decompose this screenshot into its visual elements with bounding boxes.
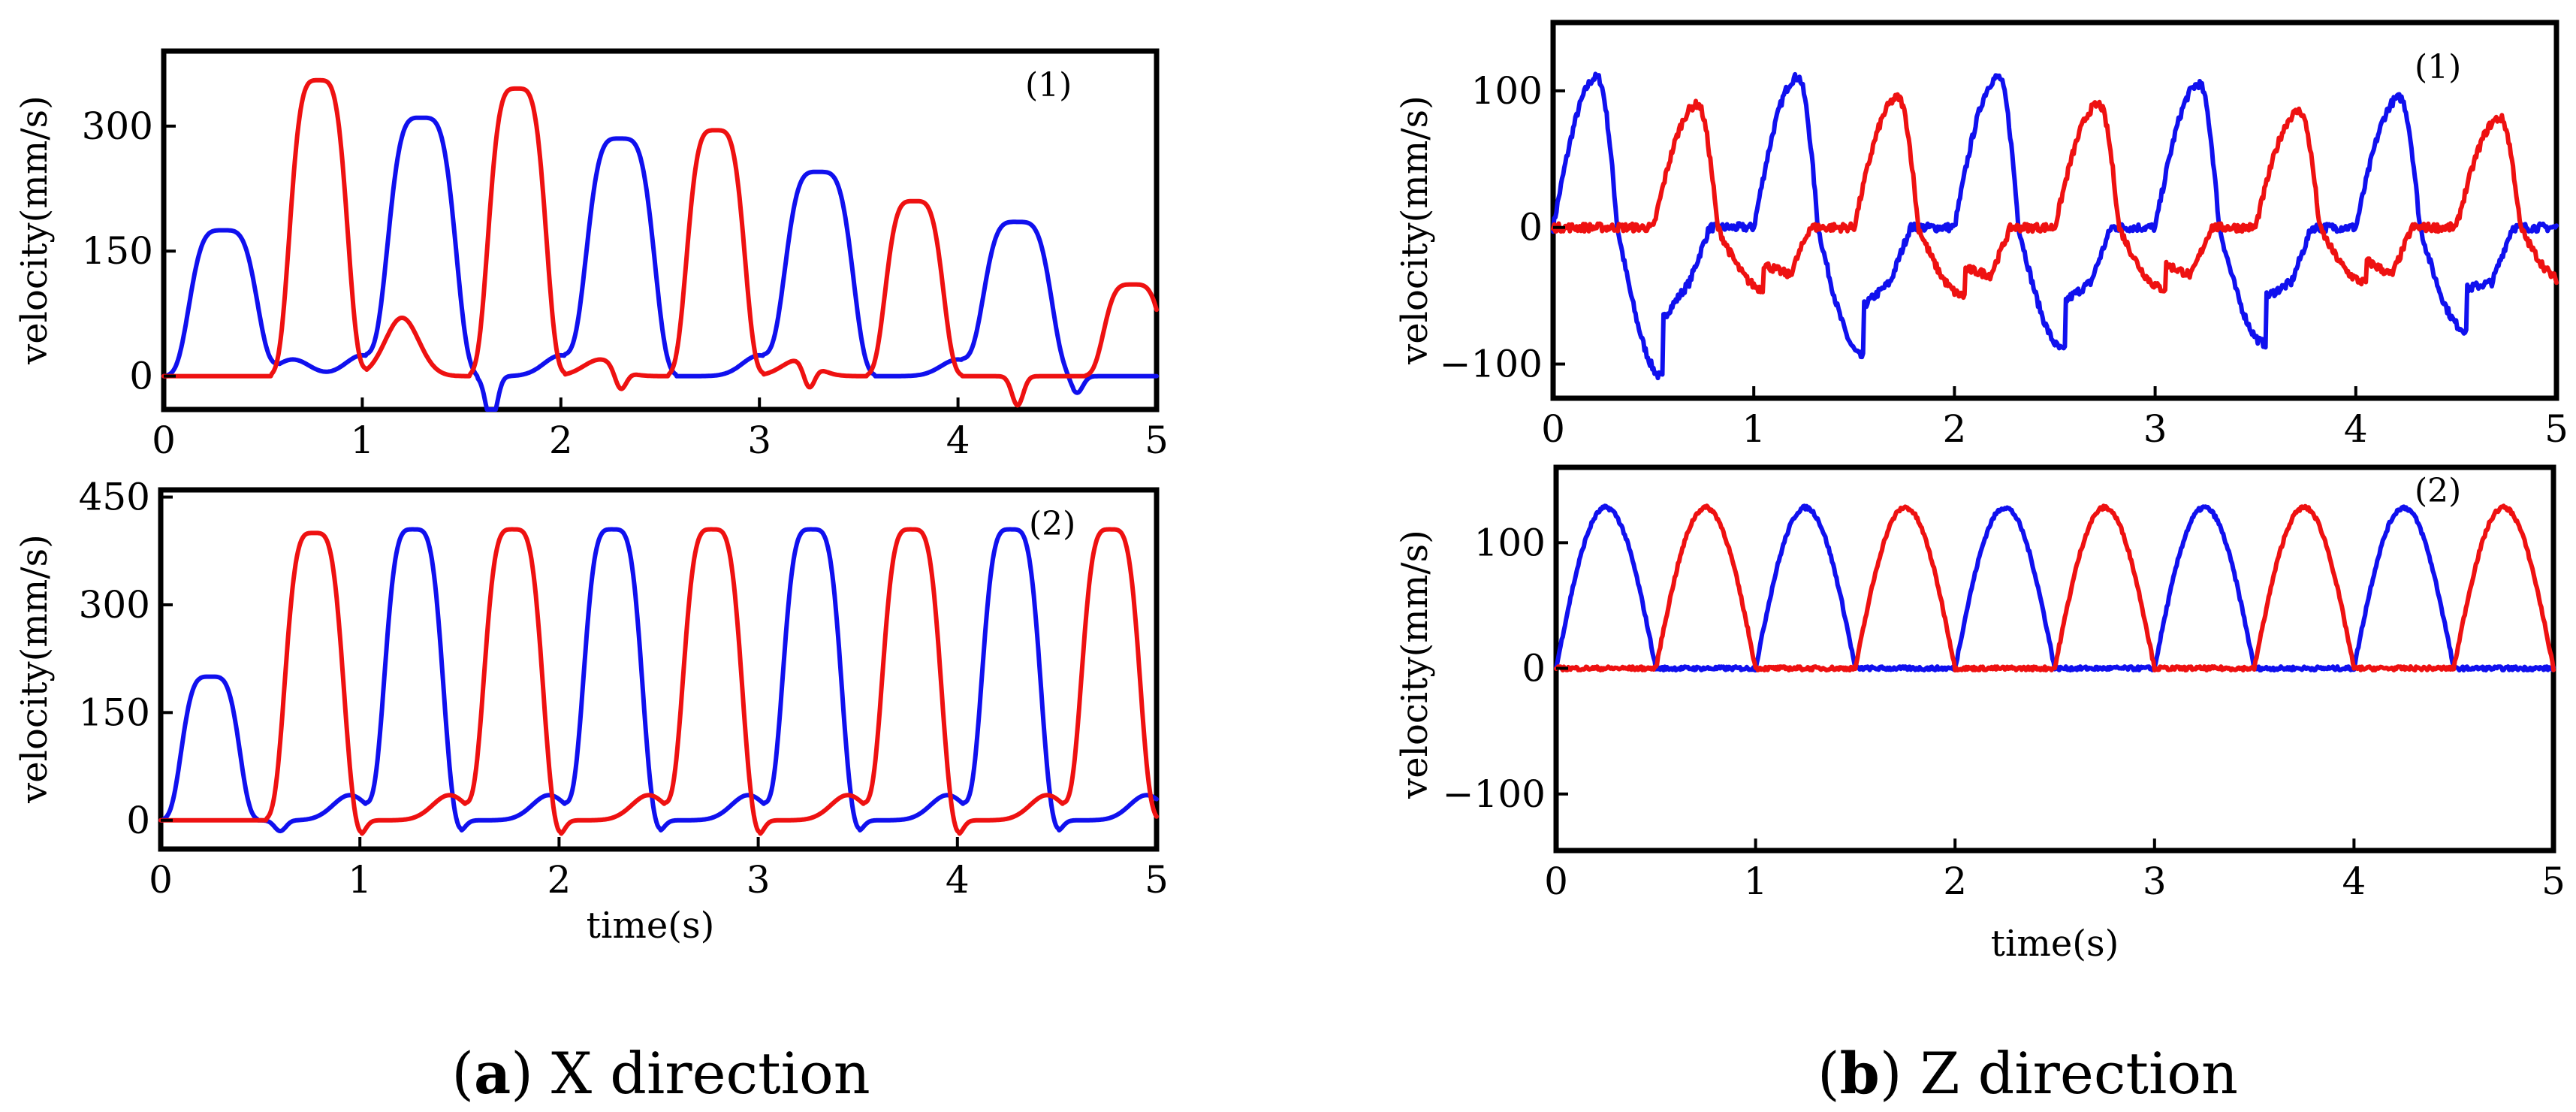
y-tick-label: −100 bbox=[1440, 343, 1543, 386]
x-tick-label: 1 bbox=[1744, 860, 1768, 903]
series-layer bbox=[158, 527, 1159, 836]
y-tick-label: −100 bbox=[1443, 772, 1546, 816]
x-tick-label: 3 bbox=[747, 858, 771, 902]
plot-frame bbox=[158, 487, 1160, 852]
series-line-red bbox=[1554, 503, 2556, 672]
x-tick-label: 1 bbox=[348, 858, 372, 902]
series-line-blue bbox=[158, 527, 1159, 834]
x-tick-label: 2 bbox=[1943, 860, 1967, 903]
caption-b-letter: b bbox=[1840, 1040, 1880, 1107]
ticks: 0 1 2 3 4 5 −100 0 100 bbox=[1443, 521, 2565, 903]
y-tick-label: 150 bbox=[79, 690, 150, 734]
x-tick-label: 4 bbox=[2344, 407, 2368, 451]
x-tick-label: 5 bbox=[1145, 419, 1169, 462]
x-tick-label: 5 bbox=[2541, 860, 2565, 903]
x-tick-label: 3 bbox=[747, 419, 771, 462]
x-tick-label: 2 bbox=[547, 858, 571, 902]
series-line-red bbox=[1551, 92, 2559, 301]
series-line-red bbox=[158, 527, 1159, 836]
y-tick-label: 150 bbox=[82, 229, 153, 273]
x-tick-label: 0 bbox=[152, 419, 176, 462]
caption-a-letter: a bbox=[474, 1040, 511, 1107]
x-tick-label: 5 bbox=[2544, 407, 2568, 451]
caption-a: (a) X direction bbox=[451, 1040, 870, 1107]
x-axis-label: time(s) bbox=[587, 905, 715, 947]
y-axis-label: velocity(mm/s) bbox=[14, 534, 56, 804]
y-tick-label: 100 bbox=[1471, 69, 1543, 113]
x-tick-label: 4 bbox=[946, 858, 970, 902]
panel-tag: (2) bbox=[1029, 505, 1075, 543]
x-tick-label: 0 bbox=[1544, 860, 1568, 903]
series-line-blue bbox=[1554, 503, 2556, 672]
y-tick-label: 300 bbox=[79, 583, 150, 627]
caption-b: (b) Z direction bbox=[1817, 1040, 2238, 1107]
x-tick-label: 5 bbox=[1145, 858, 1169, 902]
y-tick-label: 100 bbox=[1474, 521, 1546, 564]
x-tick-label: 2 bbox=[1942, 407, 1966, 451]
series-layer bbox=[1551, 71, 2559, 381]
x-tick-label: 1 bbox=[1742, 407, 1766, 451]
y-tick-label: 0 bbox=[1522, 647, 1546, 690]
chart-z-direction-1: 0 1 2 3 4 5 −100 0 100 (1) velocity(mm/s) bbox=[1394, 20, 2568, 451]
series-line-red bbox=[161, 77, 1159, 408]
x-tick-label: 2 bbox=[549, 419, 573, 462]
x-axis-label: time(s) bbox=[1991, 923, 2119, 965]
y-axis-label: velocity(mm/s) bbox=[1394, 530, 1436, 799]
y-tick-label: 0 bbox=[1519, 206, 1543, 249]
ticks: 0 1 2 3 4 5 −100 0 100 bbox=[1440, 69, 2568, 451]
y-axis-label: velocity(mm/s) bbox=[14, 95, 56, 365]
x-tick-label: 1 bbox=[350, 419, 374, 462]
panel-tag: (2) bbox=[2415, 472, 2461, 510]
caption-b-text: Z direction bbox=[1920, 1040, 2238, 1107]
series-line-blue bbox=[161, 115, 1159, 412]
y-tick-label: 0 bbox=[129, 355, 153, 398]
chart-z-direction-2: 0 1 2 3 4 5 −100 0 100 (2) velocity(mm/s) time(s… bbox=[1394, 464, 2565, 965]
y-tick-label: 450 bbox=[79, 476, 150, 519]
chart-x-direction-1: 0 1 2 3 4 5 0 150 300 (1) velocity(mm/s) bbox=[14, 48, 1169, 462]
panel-tag: (1) bbox=[2415, 48, 2461, 86]
panel-tag: (1) bbox=[1025, 66, 1072, 104]
y-axis-label: velocity(mm/s) bbox=[1394, 95, 1436, 365]
x-tick-label: 4 bbox=[2342, 860, 2366, 903]
y-tick-label: 300 bbox=[82, 104, 153, 148]
x-tick-label: 0 bbox=[1541, 407, 1565, 451]
series-layer bbox=[1554, 503, 2556, 672]
x-tick-label: 3 bbox=[2143, 407, 2167, 451]
x-tick-label: 4 bbox=[946, 419, 970, 462]
ticks: 0 1 2 3 4 5 0 150 300 bbox=[82, 104, 1169, 462]
x-tick-label: 3 bbox=[2143, 860, 2167, 903]
x-tick-label: 0 bbox=[149, 858, 173, 902]
plot-frame bbox=[161, 48, 1160, 412]
plot-frame bbox=[1550, 20, 2559, 401]
series-layer bbox=[161, 77, 1159, 412]
y-tick-label: 0 bbox=[126, 799, 150, 842]
caption-a-text: X direction bbox=[551, 1040, 870, 1107]
